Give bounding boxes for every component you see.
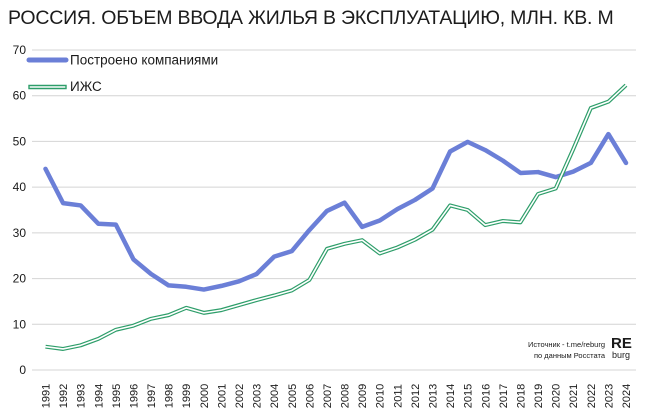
y-tick-label: 50 [13, 134, 27, 148]
x-tick-label: 2001 [216, 384, 228, 408]
x-tick-label: 1998 [164, 384, 176, 408]
x-tick-label: 2003 [252, 384, 264, 408]
x-tick-label: 2006 [304, 384, 316, 408]
x-tick-label: 2011 [392, 384, 404, 408]
y-tick-label: 40 [13, 180, 27, 194]
logo-burg: burg [612, 350, 630, 360]
x-tick-label: 2007 [322, 384, 334, 408]
x-tick-label: 2022 [586, 384, 598, 408]
x-tick-label: 2016 [480, 384, 492, 408]
series-line-izhs-inner [45, 84, 627, 350]
x-tick-label: 2017 [498, 384, 510, 408]
x-tick-label: 1997 [146, 384, 158, 408]
logo-re: RE [611, 335, 632, 352]
x-tick-label: 2010 [375, 384, 387, 408]
x-tick-label: 2000 [199, 384, 211, 408]
y-tick-label: 60 [13, 89, 27, 103]
series-line-built-by-companies [43, 131, 629, 292]
y-axis-ticks: 0 10 20 30 40 50 60 70 [13, 43, 27, 377]
x-tick-label: 1992 [58, 384, 70, 408]
series-line-izhs-outer [45, 83, 628, 351]
x-tick-label: 1994 [93, 384, 105, 408]
x-tick-label: 2019 [533, 384, 545, 408]
x-axis-ticks: 1991 1992 1993 1994 1995 1996 1997 1998 1999 2000… [41, 384, 634, 408]
x-tick-label: 2005 [287, 384, 299, 408]
y-tick-label: 70 [13, 43, 27, 57]
x-tick-label: 2012 [410, 384, 422, 408]
x-tick-label: 2024 [621, 384, 633, 408]
x-tick-label: 2013 [428, 384, 440, 408]
y-tick-label: 20 [13, 272, 27, 286]
source-note: Источник - t.me/reburg по данным Росстат… [528, 340, 606, 360]
y-tick-label: 10 [13, 317, 27, 331]
x-tick-label: 1993 [76, 384, 88, 408]
x-tick-label: 2002 [234, 384, 246, 408]
x-tick-label: 2018 [515, 384, 527, 408]
series-lines [43, 83, 629, 351]
legend-label-izhs: ИЖС [70, 79, 102, 94]
y-tick-label: 30 [13, 226, 27, 240]
x-tick-label: 2008 [340, 384, 352, 408]
x-tick-label: 2004 [269, 384, 281, 408]
x-tick-label: 2020 [551, 384, 563, 408]
x-tick-label: 2009 [357, 384, 369, 408]
source-line-2: по данным Росстата [534, 351, 606, 360]
legend-item-built-by-companies: Построено компаниями [26, 53, 218, 68]
legend-swatch-izhs [28, 84, 67, 90]
legend-label-built-by-companies: Построено компаниями [70, 53, 218, 68]
x-tick-label: 2023 [603, 384, 615, 408]
x-tick-label: 1996 [128, 384, 140, 408]
x-tick-label: 2021 [568, 384, 580, 408]
x-tick-label: 2015 [463, 384, 475, 408]
y-tick-label: 0 [19, 363, 26, 377]
x-tick-label: 1999 [181, 384, 193, 408]
grid-lines [32, 49, 636, 371]
legend: Построено компаниями ИЖС [26, 53, 218, 94]
source-line-1: Источник - t.me/reburg [528, 340, 605, 349]
x-tick-label: 2014 [445, 384, 457, 408]
x-tick-label: 1991 [41, 384, 53, 408]
x-tick-label: 1995 [111, 384, 123, 408]
reburg-logo: RE burg [611, 335, 632, 360]
chart-title: РОССИЯ. ОБЪЕМ ВВОДА ЖИЛЬЯ В ЭКСПЛУАТАЦИЮ… [8, 7, 614, 29]
legend-item-izhs: ИЖС [28, 79, 102, 94]
